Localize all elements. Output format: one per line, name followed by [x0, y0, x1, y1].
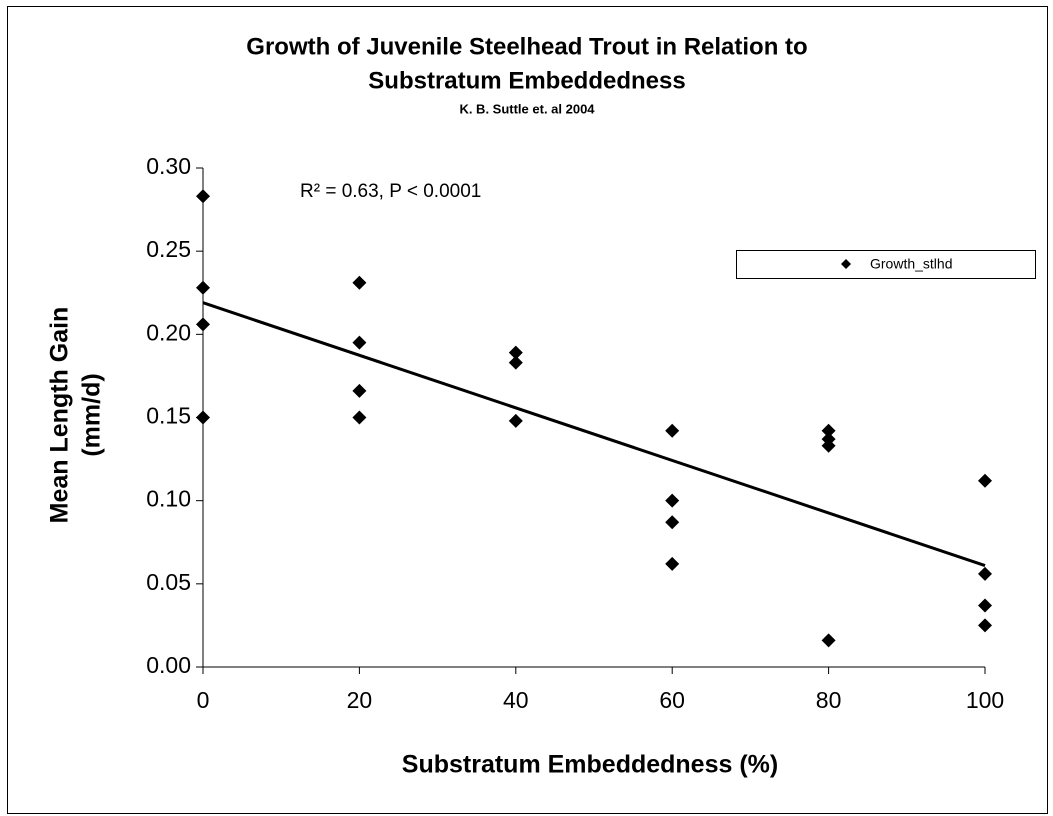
data-point: [978, 598, 992, 613]
y-axis-label-group: Mean Length Gain (mm/d): [46, 307, 106, 524]
y-tick-label: 0.15: [146, 403, 191, 429]
data-point: [978, 618, 992, 633]
chart-border: [7, 6, 1048, 814]
data-point: [665, 423, 680, 438]
x-tick-label: 0: [197, 687, 210, 713]
legend-marker: [841, 259, 851, 269]
y-tick-label: 0.30: [146, 153, 191, 179]
x-tick-label: 40: [503, 687, 529, 713]
data-point: [665, 556, 680, 571]
data-point: [665, 493, 680, 508]
data-point: [352, 410, 367, 425]
y-tick-label: 0.20: [146, 319, 191, 345]
data-point: [665, 515, 680, 530]
x-tick-label: 100: [966, 687, 1004, 713]
data-point: [196, 317, 210, 332]
data-point: [352, 335, 367, 350]
trend-line: [202, 301, 986, 567]
data-point: [352, 383, 367, 398]
data-point: [352, 275, 367, 290]
y-tick-label: 0.25: [146, 236, 191, 262]
x-tick-label: 80: [816, 687, 842, 713]
chart-title: Growth of Juvenile Steelhead Trout in Re…: [246, 33, 807, 60]
annotation: R² = 0.63, P < 0.0001: [300, 181, 481, 202]
data-point: [508, 413, 523, 428]
y-tick-label: 0.05: [146, 569, 191, 595]
data-point: [821, 423, 836, 438]
chart-subtitle: K. B. Suttle et. al 2004: [459, 101, 595, 116]
x-tick-label: 60: [659, 687, 685, 713]
chart-title: Substratum Embeddedness: [368, 67, 685, 94]
legend-label: Growth_stlhd: [870, 256, 952, 272]
data-point: [508, 345, 523, 360]
data-point: [978, 566, 992, 581]
data-point: [196, 280, 210, 295]
x-axis-label: Substratum Embeddedness (%): [402, 751, 778, 779]
legend-box: [736, 250, 1036, 279]
data-point: [196, 189, 210, 204]
y-tick-label: 0.00: [146, 652, 191, 678]
y-axis-label: (mm/d): [78, 373, 106, 456]
y-axis-label: Mean Length Gain: [46, 307, 74, 524]
data-point: [821, 438, 836, 453]
data-point: [821, 633, 836, 648]
data-point: [978, 473, 992, 488]
data-point: [196, 410, 210, 425]
data-point: [508, 355, 523, 370]
y-tick-label: 0.10: [146, 486, 191, 512]
x-tick-label: 20: [347, 687, 373, 713]
